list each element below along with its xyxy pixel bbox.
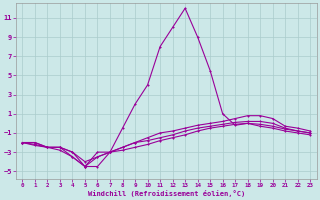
X-axis label: Windchill (Refroidissement éolien,°C): Windchill (Refroidissement éolien,°C)	[88, 190, 245, 197]
